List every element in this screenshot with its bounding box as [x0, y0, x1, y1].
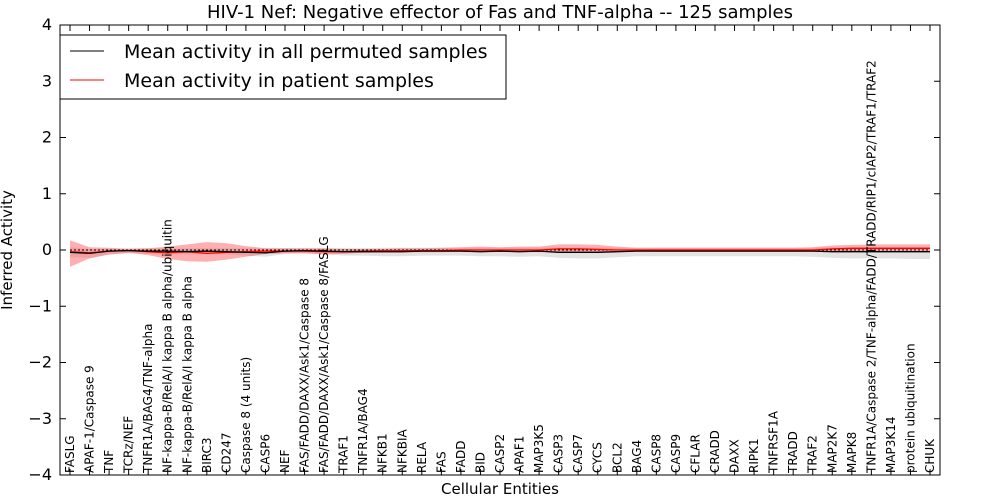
x-tick-label: TNFR1A/BAG4 [356, 388, 370, 474]
x-tick-label: CRADD [708, 430, 722, 473]
x-tick-label: CYCS [591, 442, 605, 473]
confidence-bands [70, 240, 930, 267]
y-tick-label: 1 [42, 184, 52, 203]
x-tick-label: BAG4 [630, 440, 644, 473]
x-tick-label: TNFRSF1A [767, 410, 781, 474]
x-tick-label: DAXX [728, 439, 742, 473]
legend-label-patient: Mean activity in patient samples [124, 70, 434, 92]
x-tick-label: FAS/FADD/DAXX/Ask1/Caspase 8/FASLG [317, 236, 331, 473]
x-tick-label: MAP3K14 [884, 416, 898, 473]
x-tick-label: CASP9 [669, 434, 683, 473]
x-tick-label: TNF [102, 450, 116, 474]
x-tick-label: NF-kappa-B/RelA/I kappa B alpha [180, 276, 194, 473]
y-tick-label: 0 [42, 240, 52, 259]
x-tick-label: CD247 [219, 432, 233, 473]
x-tick-label: BID [473, 452, 487, 473]
series-lines [69, 247, 930, 255]
x-tick-label: FAS/FADD/DAXX/Ask1/Caspase 8 [298, 278, 312, 473]
x-tick-label: NEF [278, 449, 292, 473]
x-tick-label: MAP3K5 [532, 424, 546, 473]
y-tick-label: −1 [28, 296, 52, 315]
x-tick-label: FASLG [63, 435, 77, 473]
x-tick-label: CASP7 [571, 434, 585, 473]
x-tick-label: TNFR1A/BAG4/TNF-alpha [141, 324, 155, 474]
x-tick-label: TRAF2 [806, 435, 820, 474]
y-axis-label: Inferred Activity [0, 190, 16, 310]
y-tick-label: 2 [42, 128, 52, 147]
legend: Mean activity in all permuted samples Me… [59, 34, 507, 100]
y-axis: 4 3 2 1 0 −1 −2 −3 −4 [28, 15, 940, 484]
x-tick-label: RELA [415, 441, 429, 473]
x-tick-label: MAPK8 [845, 432, 859, 473]
x-tick-label: CASP2 [493, 434, 507, 473]
x-tick-label: APAF1 [513, 436, 527, 473]
x-tick-label: protein ubiquitination [903, 343, 917, 473]
x-tick-label: BIRC3 [200, 437, 214, 473]
x-tick-label: TCRz/NEF [122, 416, 136, 474]
series-line-0 [69, 249, 930, 255]
x-tick-label: FADD [454, 441, 468, 474]
y-tick-label: −2 [28, 353, 52, 372]
legend-label-permuted: Mean activity in all permuted samples [124, 41, 487, 63]
x-tick-label: NFKB1 [376, 433, 390, 473]
x-tick-label: CHUK [923, 438, 937, 473]
series-line-1 [69, 247, 930, 255]
x-tick-label: RIPK1 [747, 438, 761, 473]
x-tick-label: TRADD [786, 431, 800, 474]
x-tick-label: TRAF1 [337, 435, 351, 474]
x-tick-label: MAP2K7 [825, 424, 839, 473]
chart-title: HIV-1 Nef: Negative effector of Fas and … [207, 2, 793, 23]
legend-frame [59, 34, 507, 100]
x-tick-label: FAS [434, 451, 448, 473]
x-tick-label: CASP3 [552, 434, 566, 473]
x-tick-label: TNFR1A/Caspase 2/TNF-alpha/FADD/TRADD/RI… [864, 60, 878, 474]
y-tick-label: −4 [28, 465, 52, 484]
x-tick-label: NF-kappa-B/RelA/I kappa B alpha/ubiquiti… [161, 219, 175, 473]
x-tick-label: CFLAR [688, 434, 702, 473]
x-tick-label: Caspase 8 (4 units) [239, 357, 253, 473]
y-tick-label: 3 [42, 71, 52, 90]
y-tick-label: −3 [28, 409, 52, 428]
x-tick-label: BCL2 [610, 442, 624, 473]
y-tick-label: 4 [42, 15, 52, 34]
band-series-1 [70, 240, 930, 267]
x-tick-label: CASP6 [258, 434, 272, 473]
x-tick-label: NFKBIA [395, 428, 409, 473]
x-tick-label: CASP8 [649, 434, 663, 473]
x-axis-label: Cellular Entities [441, 480, 559, 498]
x-axis: FASLG APAF-1/Caspase 9 TNF TCRz/NEF TNFR1A/B… [63, 25, 937, 475]
x-tick-label: APAF-1/Caspase 9 [83, 365, 97, 473]
